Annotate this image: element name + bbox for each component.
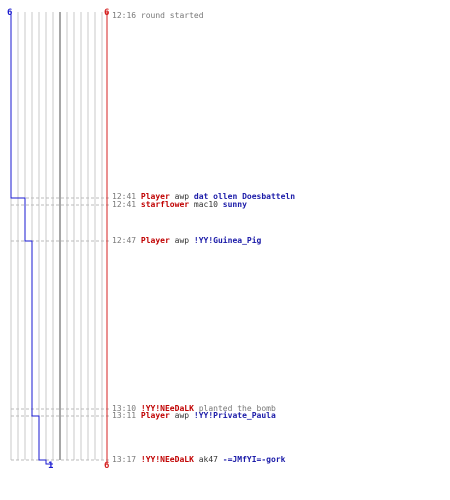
round-timeline-graph: 6 6 1 6 — [7, 8, 110, 471]
event-text-part: awp — [169, 411, 194, 420]
event-row: 13:11 Player awp !YY!Private_Paula — [112, 412, 276, 420]
event-text-part: awp — [169, 192, 194, 201]
event-text-part: !YY!Private_Paula — [193, 411, 276, 420]
event-text-part: sunny — [222, 200, 247, 209]
score-top-right: 6 — [104, 8, 109, 18]
event-text-part: !YY!NEeDaLK — [140, 404, 194, 413]
score-top-left: 6 — [7, 8, 12, 18]
event-time: 13:17 — [112, 455, 141, 464]
event-text-part: !YY!Guinea_Pig — [193, 236, 262, 245]
event-row: 12:41 Player awp dat ollen Doesbatteln — [112, 193, 295, 201]
event-text-part: mac10 — [189, 200, 223, 209]
event-row: 12:41 starflower mac10 sunny — [112, 201, 247, 209]
score-bottom-blue: 1 — [48, 461, 53, 471]
event-text-part: Player — [140, 236, 170, 245]
score-bottom-red: 6 — [104, 461, 109, 471]
event-time: 12:16 — [112, 11, 141, 20]
event-time: 13:10 — [112, 404, 141, 413]
event-text-part: awp — [169, 236, 194, 245]
event-row: 13:17 !YY!NEeDaLK ak47 -=JMfYI=-gork — [112, 456, 285, 464]
event-row: 12:16 round started — [112, 12, 204, 20]
event-text-part: round started — [140, 11, 204, 20]
event-time: 12:41 — [112, 200, 141, 209]
blue-team-alive-line — [10, 12, 53, 465]
event-text-part: Player — [140, 192, 170, 201]
event-time: 13:11 — [112, 411, 141, 420]
event-text-part: Player — [140, 411, 170, 420]
event-row: 13:10 !YY!NEeDaLK planted the bomb — [112, 405, 276, 413]
player-grid-lines — [10, 12, 103, 460]
event-text-part: dat ollen Doesbatteln — [193, 192, 296, 201]
event-text-part: planted the bomb — [193, 404, 276, 413]
event-text-part: ak47 — [193, 455, 223, 464]
event-text-part: !YY!NEeDaLK — [140, 455, 194, 464]
event-row: 12:47 Player awp !YY!Guinea_Pig — [112, 237, 261, 245]
event-time: 12:41 — [112, 192, 141, 201]
event-text-part: starflower — [140, 200, 190, 209]
event-text-part: -=JMfYI=-gork — [222, 455, 286, 464]
event-time: 12:47 — [112, 236, 141, 245]
